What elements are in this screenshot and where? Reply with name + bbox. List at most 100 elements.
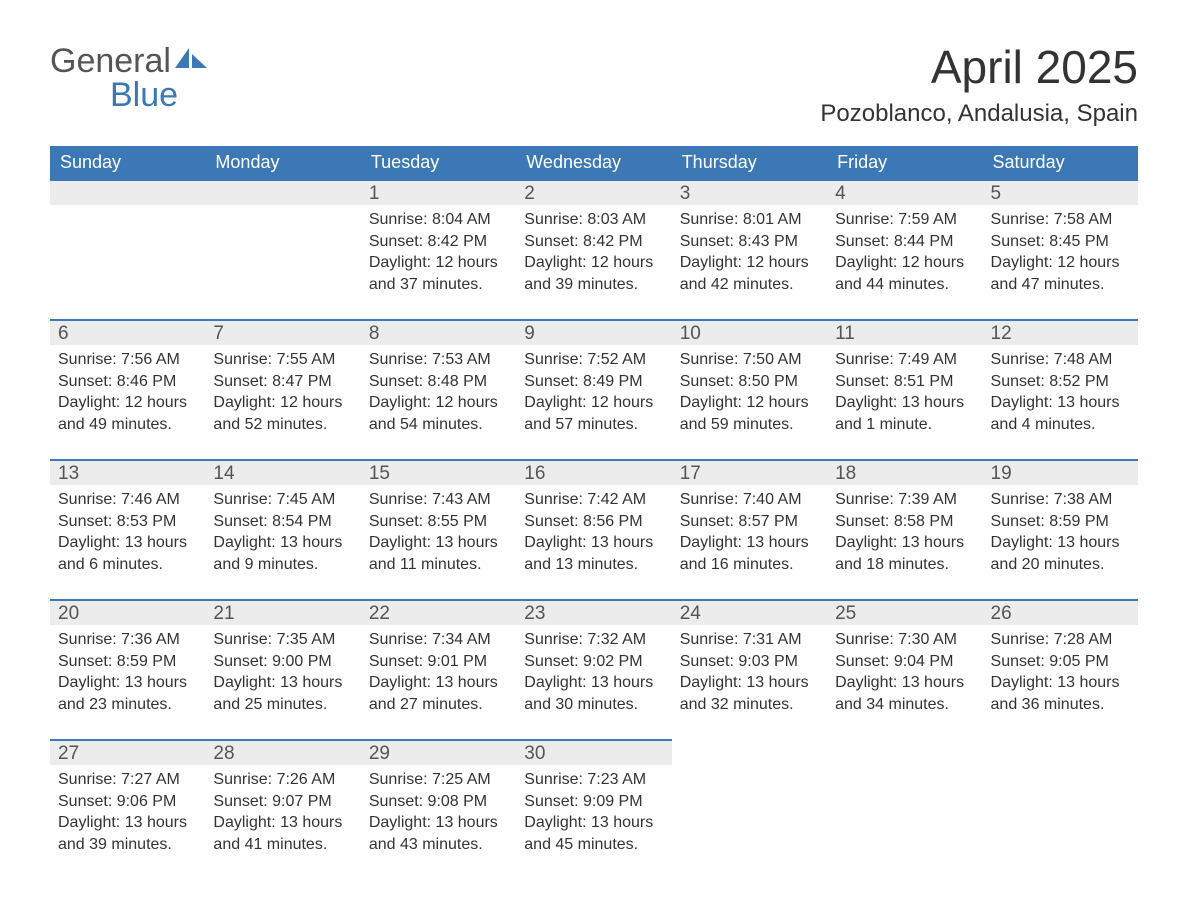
brand-sail-icon <box>175 40 207 74</box>
calendar-day-cell: 15Sunrise: 7:43 AMSunset: 8:55 PMDayligh… <box>361 459 516 599</box>
calendar-day-cell: 26Sunrise: 7:28 AMSunset: 9:05 PMDayligh… <box>983 599 1138 739</box>
day-details: Sunrise: 7:46 AMSunset: 8:53 PMDaylight:… <box>50 485 205 585</box>
daylight-line: Daylight: 12 hours and 44 minutes. <box>835 252 974 295</box>
calendar-day-cell: 4Sunrise: 7:59 AMSunset: 8:44 PMDaylight… <box>827 179 982 319</box>
sunset-line: Sunset: 8:45 PM <box>991 231 1130 253</box>
day-number: 11 <box>827 319 982 345</box>
sunset-line: Sunset: 9:03 PM <box>680 651 819 673</box>
daylight-line: Daylight: 13 hours and 36 minutes. <box>991 672 1130 715</box>
day-number: 17 <box>672 459 827 485</box>
day-number: 9 <box>516 319 671 345</box>
sunset-line: Sunset: 8:57 PM <box>680 511 819 533</box>
calendar-day-cell: 5Sunrise: 7:58 AMSunset: 8:45 PMDaylight… <box>983 179 1138 319</box>
daylight-line: Daylight: 13 hours and 20 minutes. <box>991 532 1130 575</box>
sunset-line: Sunset: 9:08 PM <box>369 791 508 813</box>
sunrise-line: Sunrise: 7:56 AM <box>58 349 197 371</box>
weekday-header: Wednesday <box>516 146 671 179</box>
sunrise-line: Sunrise: 7:50 AM <box>680 349 819 371</box>
sunrise-line: Sunrise: 7:36 AM <box>58 629 197 651</box>
day-details: Sunrise: 7:32 AMSunset: 9:02 PMDaylight:… <box>516 625 671 725</box>
daylight-line: Daylight: 13 hours and 45 minutes. <box>524 812 663 855</box>
calendar-day-cell: 14Sunrise: 7:45 AMSunset: 8:54 PMDayligh… <box>205 459 360 599</box>
day-number: 1 <box>361 179 516 205</box>
day-number: 22 <box>361 599 516 625</box>
sunrise-line: Sunrise: 7:26 AM <box>213 769 352 791</box>
daylight-line: Daylight: 13 hours and 18 minutes. <box>835 532 974 575</box>
day-number: 29 <box>361 739 516 765</box>
daylight-line: Daylight: 12 hours and 39 minutes. <box>524 252 663 295</box>
day-details: Sunrise: 7:49 AMSunset: 8:51 PMDaylight:… <box>827 345 982 445</box>
calendar-day-cell: 3Sunrise: 8:01 AMSunset: 8:43 PMDaylight… <box>672 179 827 319</box>
daylight-line: Daylight: 13 hours and 9 minutes. <box>213 532 352 575</box>
calendar-day-cell: 17Sunrise: 7:40 AMSunset: 8:57 PMDayligh… <box>672 459 827 599</box>
daylight-line: Daylight: 13 hours and 43 minutes. <box>369 812 508 855</box>
calendar-day-cell: 11Sunrise: 7:49 AMSunset: 8:51 PMDayligh… <box>827 319 982 459</box>
day-details: Sunrise: 8:01 AMSunset: 8:43 PMDaylight:… <box>672 205 827 305</box>
daylight-line: Daylight: 13 hours and 6 minutes. <box>58 532 197 575</box>
calendar-day-cell: 19Sunrise: 7:38 AMSunset: 8:59 PMDayligh… <box>983 459 1138 599</box>
sunrise-line: Sunrise: 7:45 AM <box>213 489 352 511</box>
calendar-day-cell: 21Sunrise: 7:35 AMSunset: 9:00 PMDayligh… <box>205 599 360 739</box>
sunrise-line: Sunrise: 7:43 AM <box>369 489 508 511</box>
sunset-line: Sunset: 8:59 PM <box>58 651 197 673</box>
daylight-line: Daylight: 12 hours and 42 minutes. <box>680 252 819 295</box>
day-details: Sunrise: 7:50 AMSunset: 8:50 PMDaylight:… <box>672 345 827 445</box>
sunset-line: Sunset: 8:43 PM <box>680 231 819 253</box>
day-number: 20 <box>50 599 205 625</box>
day-details: Sunrise: 7:42 AMSunset: 8:56 PMDaylight:… <box>516 485 671 585</box>
day-details: Sunrise: 7:26 AMSunset: 9:07 PMDaylight:… <box>205 765 360 865</box>
calendar-day-cell: 30Sunrise: 7:23 AMSunset: 9:09 PMDayligh… <box>516 739 671 879</box>
sunset-line: Sunset: 8:52 PM <box>991 371 1130 393</box>
day-number: 16 <box>516 459 671 485</box>
brand-bottom: Blue <box>50 78 207 112</box>
sunset-line: Sunset: 9:01 PM <box>369 651 508 673</box>
calendar-day-cell <box>205 179 360 319</box>
day-details: Sunrise: 7:27 AMSunset: 9:06 PMDaylight:… <box>50 765 205 865</box>
calendar-day-cell: 9Sunrise: 7:52 AMSunset: 8:49 PMDaylight… <box>516 319 671 459</box>
day-details: Sunrise: 7:43 AMSunset: 8:55 PMDaylight:… <box>361 485 516 585</box>
location-subtitle: Pozoblanco, Andalusia, Spain <box>820 100 1138 128</box>
calendar-day-cell: 2Sunrise: 8:03 AMSunset: 8:42 PMDaylight… <box>516 179 671 319</box>
sunset-line: Sunset: 8:47 PM <box>213 371 352 393</box>
sunset-line: Sunset: 9:07 PM <box>213 791 352 813</box>
sunset-line: Sunset: 9:02 PM <box>524 651 663 673</box>
calendar-day-cell: 22Sunrise: 7:34 AMSunset: 9:01 PMDayligh… <box>361 599 516 739</box>
calendar-day-cell <box>827 739 982 879</box>
daylight-line: Daylight: 13 hours and 27 minutes. <box>369 672 508 715</box>
sunrise-line: Sunrise: 7:52 AM <box>524 349 663 371</box>
calendar-week-row: 1Sunrise: 8:04 AMSunset: 8:42 PMDaylight… <box>50 179 1138 319</box>
calendar-day-cell: 1Sunrise: 8:04 AMSunset: 8:42 PMDaylight… <box>361 179 516 319</box>
day-details: Sunrise: 8:03 AMSunset: 8:42 PMDaylight:… <box>516 205 671 305</box>
sunset-line: Sunset: 8:51 PM <box>835 371 974 393</box>
calendar-day-cell: 7Sunrise: 7:55 AMSunset: 8:47 PMDaylight… <box>205 319 360 459</box>
day-number: 18 <box>827 459 982 485</box>
daylight-line: Daylight: 12 hours and 37 minutes. <box>369 252 508 295</box>
sunrise-line: Sunrise: 7:27 AM <box>58 769 197 791</box>
calendar-day-cell: 20Sunrise: 7:36 AMSunset: 8:59 PMDayligh… <box>50 599 205 739</box>
day-number: 13 <box>50 459 205 485</box>
day-number: 8 <box>361 319 516 345</box>
day-details: Sunrise: 8:04 AMSunset: 8:42 PMDaylight:… <box>361 205 516 305</box>
sunset-line: Sunset: 8:56 PM <box>524 511 663 533</box>
calendar-week-row: 6Sunrise: 7:56 AMSunset: 8:46 PMDaylight… <box>50 319 1138 459</box>
day-details: Sunrise: 7:39 AMSunset: 8:58 PMDaylight:… <box>827 485 982 585</box>
sunrise-line: Sunrise: 7:25 AM <box>369 769 508 791</box>
day-details: Sunrise: 7:45 AMSunset: 8:54 PMDaylight:… <box>205 485 360 585</box>
month-title: April 2025 <box>820 40 1138 94</box>
day-number: 4 <box>827 179 982 205</box>
daylight-line: Daylight: 13 hours and 11 minutes. <box>369 532 508 575</box>
weekday-header: Friday <box>827 146 982 179</box>
day-details: Sunrise: 7:35 AMSunset: 9:00 PMDaylight:… <box>205 625 360 725</box>
sunset-line: Sunset: 8:59 PM <box>991 511 1130 533</box>
calendar-day-cell: 13Sunrise: 7:46 AMSunset: 8:53 PMDayligh… <box>50 459 205 599</box>
calendar-week-row: 27Sunrise: 7:27 AMSunset: 9:06 PMDayligh… <box>50 739 1138 879</box>
day-number: 27 <box>50 739 205 765</box>
day-details: Sunrise: 7:53 AMSunset: 8:48 PMDaylight:… <box>361 345 516 445</box>
daylight-line: Daylight: 13 hours and 34 minutes. <box>835 672 974 715</box>
calendar-day-cell: 8Sunrise: 7:53 AMSunset: 8:48 PMDaylight… <box>361 319 516 459</box>
calendar-day-cell: 24Sunrise: 7:31 AMSunset: 9:03 PMDayligh… <box>672 599 827 739</box>
day-number: 10 <box>672 319 827 345</box>
daylight-line: Daylight: 12 hours and 54 minutes. <box>369 392 508 435</box>
daylight-line: Daylight: 12 hours and 47 minutes. <box>991 252 1130 295</box>
day-details: Sunrise: 7:31 AMSunset: 9:03 PMDaylight:… <box>672 625 827 725</box>
